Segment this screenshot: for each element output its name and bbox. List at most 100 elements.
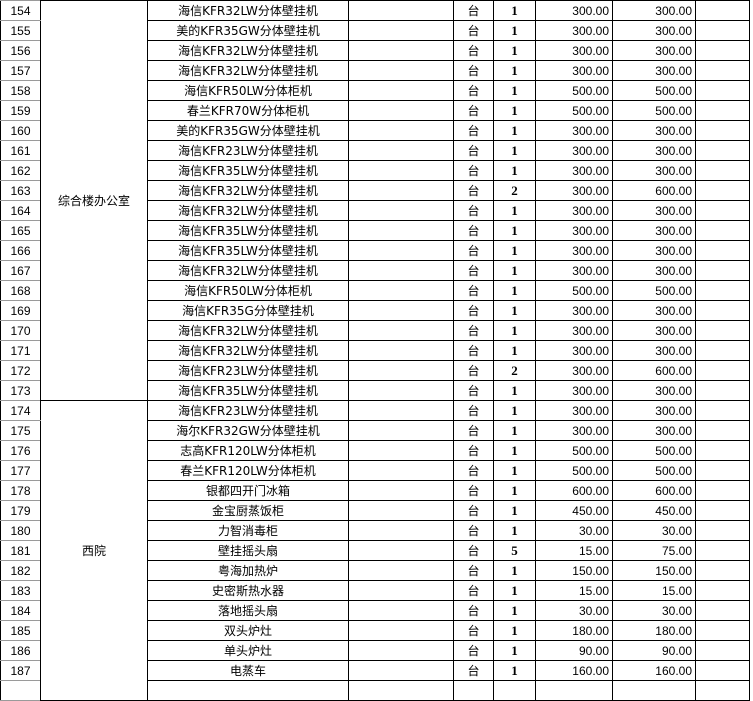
remark-cell[interactable] <box>695 340 750 361</box>
remark-cell[interactable] <box>695 660 750 681</box>
row-number-cell[interactable]: 159 <box>0 100 41 121</box>
row-number-cell[interactable]: 184 <box>0 600 41 621</box>
remark-cell[interactable] <box>695 200 750 221</box>
remark-cell[interactable] <box>695 100 750 121</box>
spec-cell[interactable] <box>348 300 454 321</box>
remark-cell[interactable] <box>695 120 750 141</box>
quantity-cell[interactable]: 1 <box>493 320 536 341</box>
quantity-cell[interactable]: 1 <box>493 520 536 541</box>
total-cell[interactable]: 300.00 <box>612 160 696 181</box>
total-cell[interactable]: 300.00 <box>612 120 696 141</box>
total-cell[interactable]: 300.00 <box>612 60 696 81</box>
unit-cell[interactable]: 台 <box>453 200 494 221</box>
remark-cell[interactable] <box>695 140 750 161</box>
spec-cell[interactable] <box>348 380 454 401</box>
unit-price-cell[interactable]: 500.00 <box>535 460 613 481</box>
row-number-cell[interactable]: 161 <box>0 140 41 161</box>
item-name-cell[interactable]: 海尔KFR32GW分体壁挂机 <box>147 420 349 441</box>
unit-price-cell[interactable]: 300.00 <box>535 160 613 181</box>
unit-cell[interactable]: 台 <box>453 0 494 21</box>
quantity-cell[interactable]: 1 <box>493 440 536 461</box>
item-name-cell[interactable]: 双头炉灶 <box>147 620 349 641</box>
remark-cell[interactable] <box>695 240 750 261</box>
spec-cell[interactable] <box>348 540 454 561</box>
item-name-cell[interactable]: 海信KFR32LW分体壁挂机 <box>147 0 349 21</box>
unit-cell[interactable]: 台 <box>453 500 494 521</box>
spec-cell[interactable] <box>348 120 454 141</box>
unit-price-cell[interactable]: 300.00 <box>535 380 613 401</box>
item-name-cell[interactable]: 海信KFR32LW分体壁挂机 <box>147 180 349 201</box>
total-cell[interactable]: 300.00 <box>612 200 696 221</box>
unit-price-cell[interactable]: 300.00 <box>535 40 613 61</box>
quantity-cell[interactable]: 1 <box>493 580 536 601</box>
total-cell[interactable]: 500.00 <box>612 440 696 461</box>
remark-cell[interactable] <box>695 40 750 61</box>
row-number-cell[interactable]: 160 <box>0 120 41 141</box>
row-number-cell[interactable]: 181 <box>0 540 41 561</box>
unit-price-cell[interactable]: 450.00 <box>535 500 613 521</box>
quantity-cell[interactable]: 1 <box>493 280 536 301</box>
row-number-cell[interactable]: 183 <box>0 580 41 601</box>
unit-cell[interactable]: 台 <box>453 360 494 381</box>
item-name-cell[interactable]: 落地摇头扇 <box>147 600 349 621</box>
quantity-cell[interactable]: 1 <box>493 500 536 521</box>
spec-cell[interactable] <box>348 580 454 601</box>
unit-cell[interactable]: 台 <box>453 180 494 201</box>
row-number-cell[interactable]: 163 <box>0 180 41 201</box>
spec-cell[interactable] <box>348 140 454 161</box>
quantity-cell[interactable]: 1 <box>493 620 536 641</box>
spec-cell[interactable] <box>348 320 454 341</box>
item-name-cell[interactable]: 海信KFR35LW分体壁挂机 <box>147 160 349 181</box>
spec-cell[interactable] <box>348 20 454 41</box>
spec-cell[interactable] <box>348 340 454 361</box>
remark-cell[interactable] <box>695 440 750 461</box>
spec-cell[interactable] <box>348 60 454 81</box>
spec-cell[interactable] <box>348 220 454 241</box>
item-name-cell[interactable]: 美的KFR35GW分体壁挂机 <box>147 120 349 141</box>
unit-price-cell[interactable]: 500.00 <box>535 440 613 461</box>
spec-cell[interactable] <box>348 180 454 201</box>
total-cell[interactable]: 300.00 <box>612 400 696 421</box>
unit-cell[interactable]: 台 <box>453 600 494 621</box>
item-name-cell[interactable]: 电蒸车 <box>147 660 349 681</box>
quantity-cell[interactable]: 5 <box>493 540 536 561</box>
spec-cell[interactable] <box>348 160 454 181</box>
total-cell[interactable]: 300.00 <box>612 140 696 161</box>
total-cell[interactable]: 300.00 <box>612 260 696 281</box>
unit-cell[interactable]: 台 <box>453 300 494 321</box>
row-number-cell[interactable]: 176 <box>0 440 41 461</box>
quantity-cell[interactable]: 1 <box>493 220 536 241</box>
quantity-cell[interactable]: 1 <box>493 600 536 621</box>
unit-cell[interactable]: 台 <box>453 380 494 401</box>
total-cell[interactable]: 15.00 <box>612 580 696 601</box>
total-cell[interactable]: 600.00 <box>612 480 696 501</box>
spec-cell[interactable] <box>348 0 454 21</box>
remark-cell[interactable] <box>695 540 750 561</box>
unit-price-cell[interactable]: 300.00 <box>535 180 613 201</box>
unit-cell[interactable]: 台 <box>453 560 494 581</box>
item-name-cell[interactable]: 金宝厨蒸饭柜 <box>147 500 349 521</box>
remark-cell[interactable] <box>695 260 750 281</box>
item-name-cell[interactable]: 春兰KFR70W分体柜机 <box>147 100 349 121</box>
total-cell[interactable]: 160.00 <box>612 660 696 681</box>
unit-cell[interactable]: 台 <box>453 640 494 661</box>
spec-cell[interactable] <box>348 420 454 441</box>
remark-cell[interactable] <box>695 600 750 621</box>
item-name-cell[interactable]: 壁挂摇头扇 <box>147 540 349 561</box>
spec-cell[interactable] <box>348 40 454 61</box>
item-name-cell[interactable]: 春兰KFR120LW分体柜机 <box>147 460 349 481</box>
remark-cell[interactable] <box>695 60 750 81</box>
quantity-cell[interactable]: 2 <box>493 180 536 201</box>
remark-cell[interactable] <box>695 80 750 101</box>
spec-cell[interactable] <box>348 620 454 641</box>
item-name-cell[interactable]: 海信KFR32LW分体壁挂机 <box>147 340 349 361</box>
remark-cell[interactable] <box>695 360 750 381</box>
total-cell[interactable]: 300.00 <box>612 240 696 261</box>
unit-cell[interactable]: 台 <box>453 240 494 261</box>
spec-cell[interactable] <box>348 240 454 261</box>
quantity-cell[interactable]: 1 <box>493 200 536 221</box>
remark-cell[interactable] <box>695 20 750 41</box>
unit-price-cell[interactable]: 300.00 <box>535 0 613 21</box>
remark-cell[interactable] <box>695 220 750 241</box>
remark-cell[interactable] <box>695 160 750 181</box>
